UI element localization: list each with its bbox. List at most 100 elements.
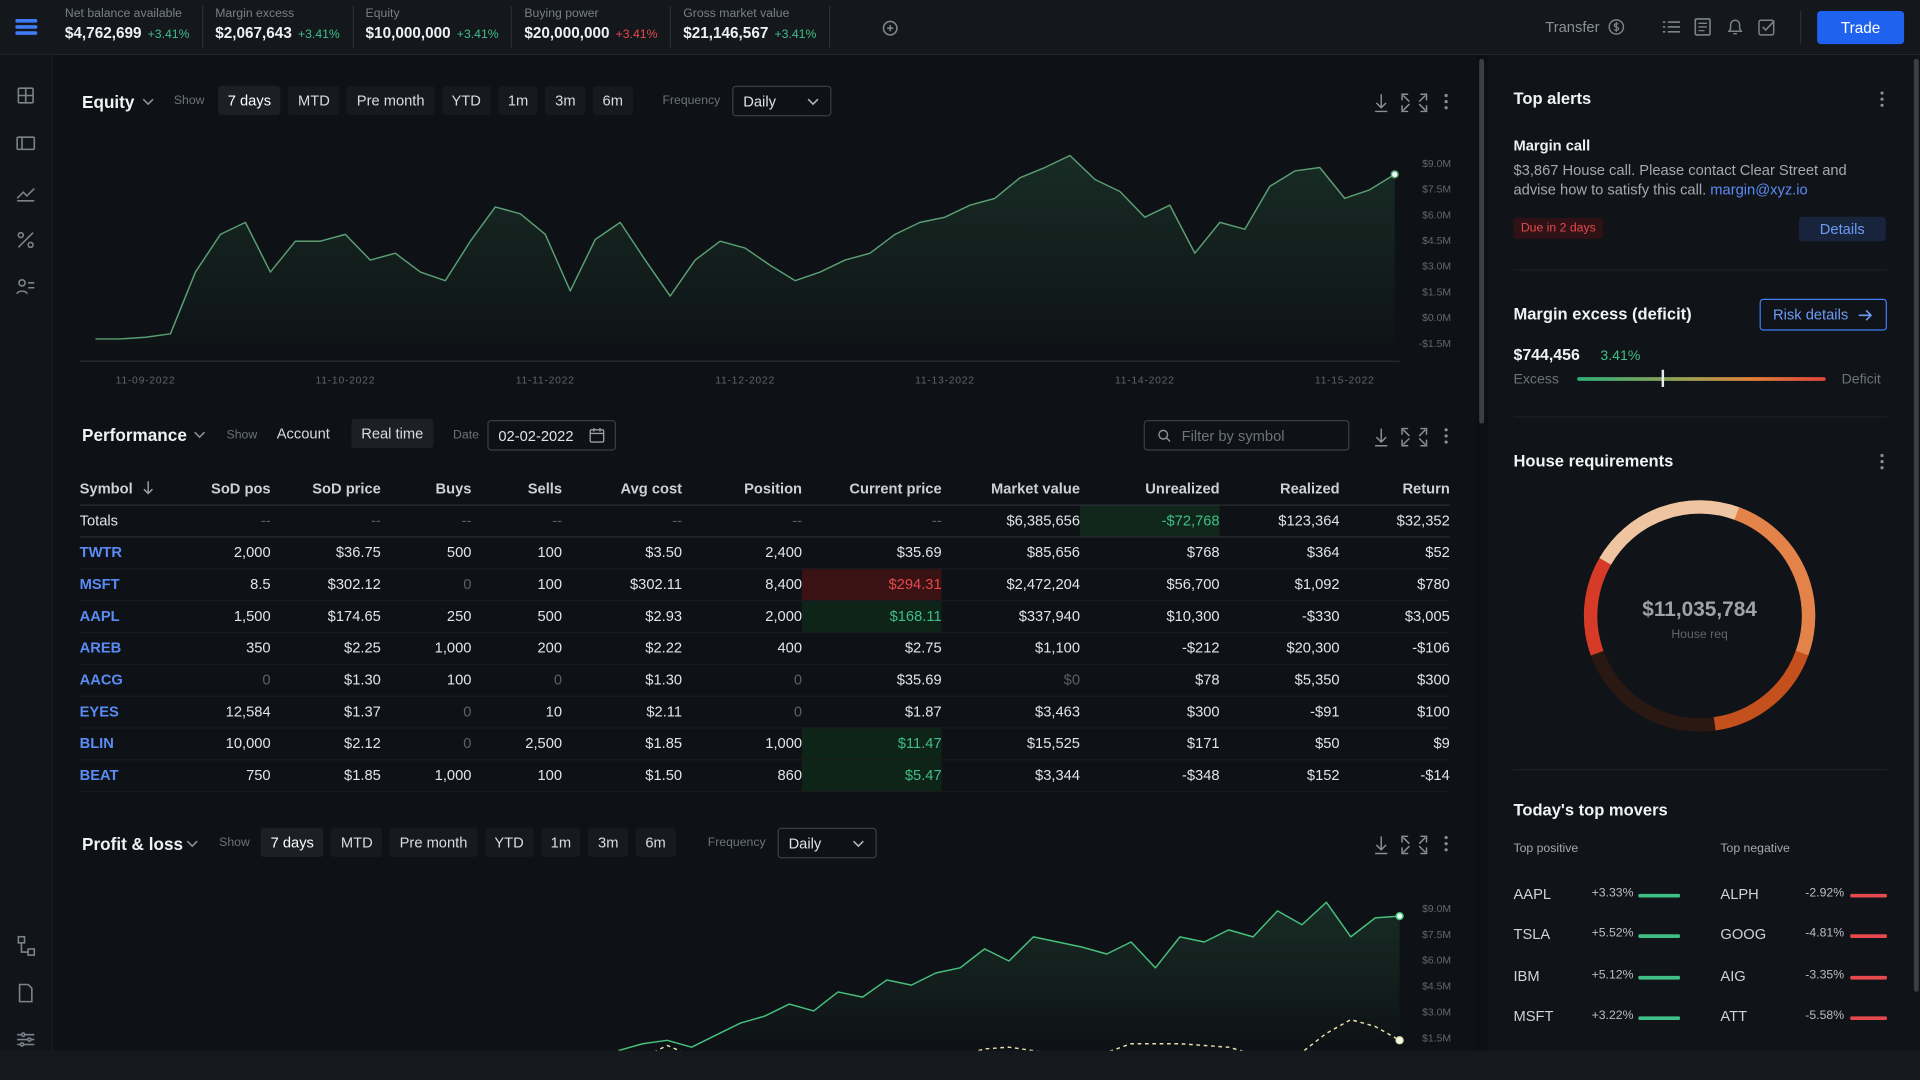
sort-icon[interactable] (142, 480, 159, 495)
frequency-select[interactable]: Daily (732, 85, 832, 117)
column-header[interactable]: Symbol (79, 472, 172, 506)
list-icon[interactable] (1662, 18, 1682, 35)
symbol-cell[interactable]: AACG (79, 663, 172, 697)
details-button[interactable]: Details (1798, 216, 1886, 242)
symbol-filter[interactable]: Filter by symbol (1143, 420, 1350, 451)
more-icon[interactable] (1876, 89, 1888, 109)
tasks-icon[interactable] (1757, 17, 1777, 37)
nav-analytics[interactable] (16, 188, 35, 202)
range-button[interactable]: 7 days (217, 85, 281, 116)
table-row[interactable]: AREB 350 $2.25 1,000 200 $2.22 400 $2.75 $1,100-… (79, 631, 1450, 665)
column-header[interactable]: Unrealized (1080, 472, 1220, 506)
column-header[interactable]: Realized (1219, 472, 1340, 506)
mover-row[interactable]: MSFT +3.22% (1513, 1008, 1893, 1028)
metric[interactable]: Buying power $20,000,000 +3.41% (512, 6, 671, 48)
mover-row[interactable]: IBM +5.12% (1513, 967, 1893, 987)
range-button[interactable]: 1m (498, 85, 539, 116)
column-header[interactable]: Current price (802, 472, 942, 506)
logo[interactable] (15, 16, 38, 39)
symbol-cell[interactable]: AREB (79, 631, 172, 665)
range-button[interactable]: 6m (635, 827, 676, 858)
document-icon[interactable] (1693, 17, 1711, 37)
transfer-icon[interactable] (1608, 18, 1625, 35)
column-header[interactable]: Sells (471, 472, 563, 506)
range-button[interactable]: 7 days (260, 827, 324, 858)
table-row[interactable]: BEAT 750 $1.85 1,000 100 $1.50 860 $5.47 $3,344-… (79, 759, 1450, 792)
table-row[interactable]: MSFT 8.5 $302.12 0 100 $302.11 8,400 $294.31 $2,… (79, 568, 1450, 601)
notifications-icon[interactable] (1727, 17, 1744, 37)
view-real-time[interactable]: Real time (351, 418, 434, 449)
mover-row[interactable]: ALPH -2.92% (1720, 885, 1920, 905)
risk-details-button[interactable]: Risk details (1759, 298, 1887, 331)
expand-icon[interactable] (1401, 93, 1428, 113)
more-icon[interactable] (1444, 835, 1448, 852)
range-button[interactable]: Pre month (346, 85, 435, 116)
frequency-select[interactable]: Daily (777, 827, 877, 859)
column-header[interactable]: Return (1339, 472, 1450, 506)
table-row[interactable]: BLIN 10,000 $2.12 0 2,500 $1.85 1,000 $11.47 $15… (79, 727, 1450, 760)
range-button[interactable]: MTD (288, 85, 340, 116)
symbol-cell[interactable]: BLIN (79, 727, 172, 760)
scrollbar[interactable] (1913, 58, 1919, 992)
column-header[interactable]: Position (682, 472, 803, 506)
column-header[interactable]: Buys (380, 472, 472, 506)
column-header[interactable]: SoD pos (171, 472, 271, 506)
column-header[interactable]: SoD price (270, 472, 381, 506)
column-header[interactable]: Market value (941, 472, 1080, 506)
chevron[interactable] (192, 429, 207, 441)
more-icon[interactable] (1444, 93, 1448, 110)
nav-rates[interactable] (17, 231, 34, 249)
table-row[interactable]: TWTR 2,000 $36.75 500 100 $3.50 2,400 $35.69 $85… (79, 536, 1450, 569)
expand-icon[interactable] (1401, 427, 1428, 447)
download-icon[interactable] (1375, 428, 1388, 447)
scrollbar[interactable] (1479, 58, 1485, 424)
mover-row[interactable]: GOOG -4.81% (1720, 926, 1920, 946)
range-button[interactable]: 3m (588, 827, 629, 858)
range-button[interactable]: Pre month (389, 827, 478, 858)
chevron[interactable] (185, 838, 200, 850)
table-row[interactable]: AAPL 1,500 $174.65 250 500 $2.93 2,000 $168.11 $… (79, 600, 1450, 633)
range-button[interactable]: 3m (545, 85, 586, 116)
more-icon[interactable] (1444, 428, 1448, 444)
mover-row[interactable]: ATT -5.58% (1720, 1008, 1920, 1028)
metric[interactable]: Net balance available $4,762,699 +3.41% (53, 6, 203, 48)
nav-tickets[interactable] (16, 136, 36, 151)
download-icon[interactable] (1375, 94, 1388, 113)
table-row[interactable]: AACG 0 $1.30 100 0 $1.30 0 $35.69 $0 $78 $5,350 $30… (79, 663, 1450, 697)
symbol-cell[interactable]: TWTR (79, 536, 172, 569)
mover-row[interactable]: AIG -3.35% (1720, 967, 1920, 987)
transfer[interactable]: Transfer (1545, 18, 1600, 36)
trade-button[interactable]: Trade (1817, 11, 1905, 45)
mover-row[interactable]: TSLA +5.52% (1513, 926, 1893, 946)
mover-change: +3.22% (1591, 1008, 1634, 1023)
alert-email[interactable]: margin@xyz.io (1710, 181, 1808, 199)
mover-row[interactable]: AAPL +3.33% (1513, 885, 1893, 905)
nav-accounts[interactable] (16, 279, 35, 295)
range-button[interactable]: 6m (592, 85, 633, 116)
metric[interactable]: Margin excess $2,067,643 +3.41% (203, 6, 354, 48)
date-picker[interactable]: 02-02-2022 (487, 420, 616, 451)
metric[interactable]: Gross market value $21,146,567 +3.41% (671, 6, 830, 48)
symbol-cell[interactable]: AAPL (79, 600, 172, 633)
expand-icon[interactable] (1401, 835, 1428, 855)
symbol-cell[interactable]: BEAT (79, 759, 172, 792)
symbol-cell[interactable]: MSFT (79, 568, 172, 601)
view-account[interactable]: Account (267, 419, 340, 448)
nav-documents[interactable] (18, 983, 33, 1003)
table-row[interactable]: EYES 12,584 $1.37 0 10 $2.11 0 $1.87 $3,463 $300-… (79, 695, 1450, 728)
range-button[interactable]: YTD (484, 827, 534, 858)
range-button[interactable]: YTD (441, 85, 491, 116)
column-header[interactable]: Avg cost (562, 472, 683, 506)
nav-settings[interactable] (17, 1032, 35, 1047)
metric[interactable]: Equity $10,000,000 +3.41% (353, 6, 513, 48)
download-icon[interactable] (1375, 836, 1388, 855)
symbol-cell[interactable]: EYES (79, 695, 172, 728)
chevron[interactable] (141, 96, 156, 108)
range-button[interactable]: MTD (331, 827, 383, 858)
range-button[interactable]: 1m (540, 827, 581, 858)
nav-flows[interactable] (17, 935, 36, 956)
nav-dashboard[interactable] (17, 87, 34, 104)
add-metric-icon[interactable] (882, 20, 899, 37)
mover-symbol: AIG (1720, 967, 1746, 985)
more-icon[interactable] (1876, 452, 1888, 472)
